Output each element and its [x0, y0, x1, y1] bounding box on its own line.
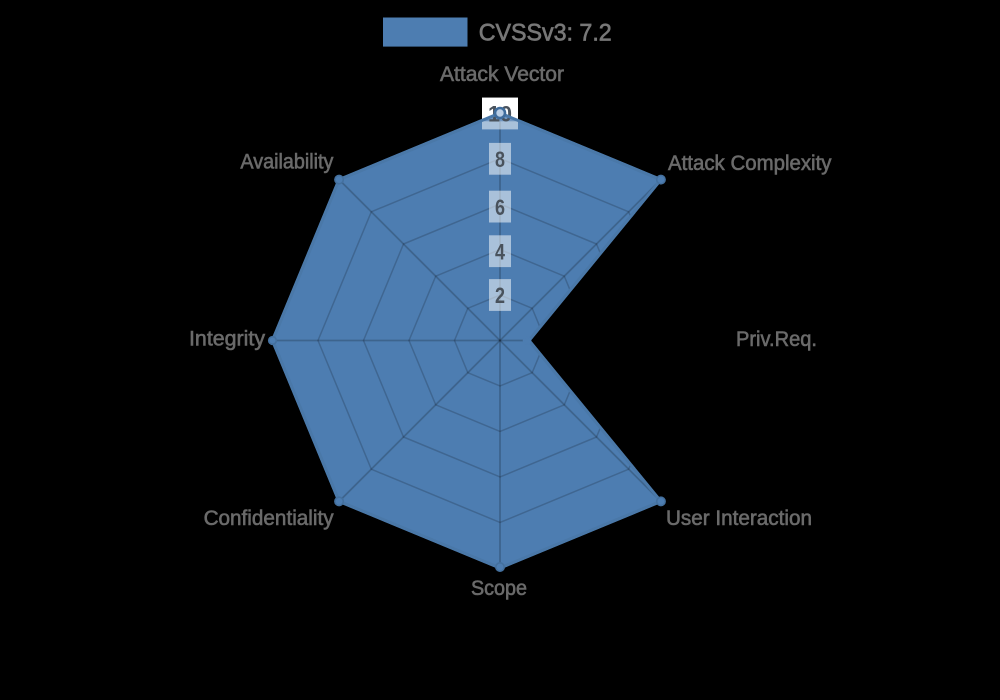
svg-text:Attack Vector: Attack Vector	[440, 63, 564, 86]
svg-text:6: 6	[495, 195, 505, 220]
svg-text:Priv.Req.: Priv.Req.	[736, 328, 817, 351]
svg-text:2: 2	[495, 283, 505, 308]
svg-text:Availability: Availability	[240, 150, 333, 173]
svg-text:Attack Complexity: Attack Complexity	[668, 152, 832, 175]
svg-text:CVSSv3: 7.2: CVSSv3: 7.2	[479, 19, 612, 46]
svg-text:Scope: Scope	[471, 577, 527, 600]
svg-text:Integrity: Integrity	[189, 328, 266, 351]
svg-text:4: 4	[495, 239, 506, 264]
svg-text:User Interaction: User Interaction	[666, 507, 812, 530]
svg-text:Confidentiality: Confidentiality	[204, 507, 334, 530]
svg-text:8: 8	[495, 147, 505, 172]
